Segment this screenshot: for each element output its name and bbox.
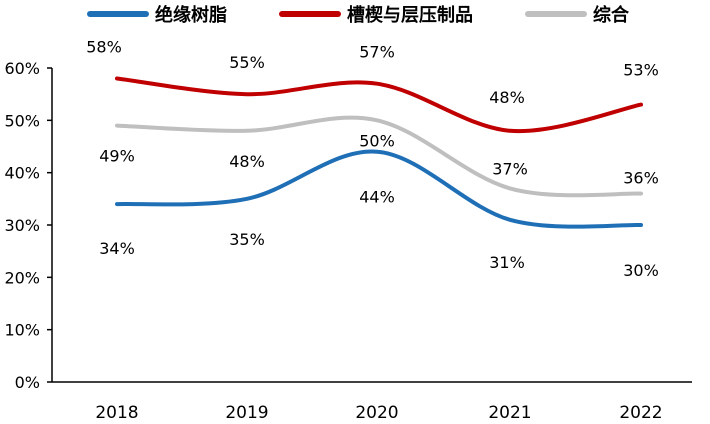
data-label: 44%: [359, 188, 395, 207]
data-label: 58%: [86, 38, 122, 57]
data-label: 48%: [489, 88, 525, 107]
data-labels: 34% 35% 44% 31% 30% 58% 55% 57% 48% 53% 49% 48% 50% 3…: [86, 38, 659, 281]
data-label: 50%: [359, 131, 395, 150]
data-label: 55%: [229, 53, 265, 72]
y-tick-label: 50%: [4, 111, 40, 130]
data-label: 35%: [229, 230, 265, 249]
y-tick-label: 0%: [15, 373, 40, 392]
data-label: 57%: [359, 43, 395, 62]
data-label: 37%: [492, 159, 528, 178]
x-tick-label: 2019: [225, 403, 268, 423]
x-tick-label: 2022: [619, 403, 662, 423]
data-label: 31%: [489, 253, 525, 272]
x-tick-label: 2020: [355, 403, 398, 423]
x-tick-label: 2018: [95, 403, 138, 423]
series-line-0: [115, 149, 643, 229]
data-label: 53%: [623, 61, 659, 80]
data-label: 34%: [99, 239, 135, 258]
legend-label: 绝缘树脂: [155, 4, 227, 26]
data-label: 48%: [229, 152, 265, 171]
data-label: 36%: [623, 169, 659, 188]
y-tick-label: 10%: [4, 321, 40, 340]
data-label: 49%: [99, 147, 135, 166]
legend: 绝缘树脂 槽楔与层压制品 综合: [87, 4, 630, 26]
y-tick-label: 40%: [4, 164, 40, 183]
series-line-1: [115, 76, 643, 134]
y-tick-label: 20%: [4, 268, 40, 287]
legend-label: 槽楔与层压制品: [347, 4, 473, 26]
series-lines: [115, 76, 643, 229]
series-line-2: [115, 115, 643, 198]
x-tick-label: 2021: [488, 403, 531, 423]
legend-label: 综合: [593, 4, 630, 26]
data-label: 30%: [623, 261, 659, 280]
axes: 0% 10% 20% 30% 40% 50% 60% 2018 2019 2020 2021 2022: [4, 59, 692, 423]
y-tick-label: 30%: [4, 216, 40, 235]
y-tick-label: 60%: [4, 59, 40, 78]
